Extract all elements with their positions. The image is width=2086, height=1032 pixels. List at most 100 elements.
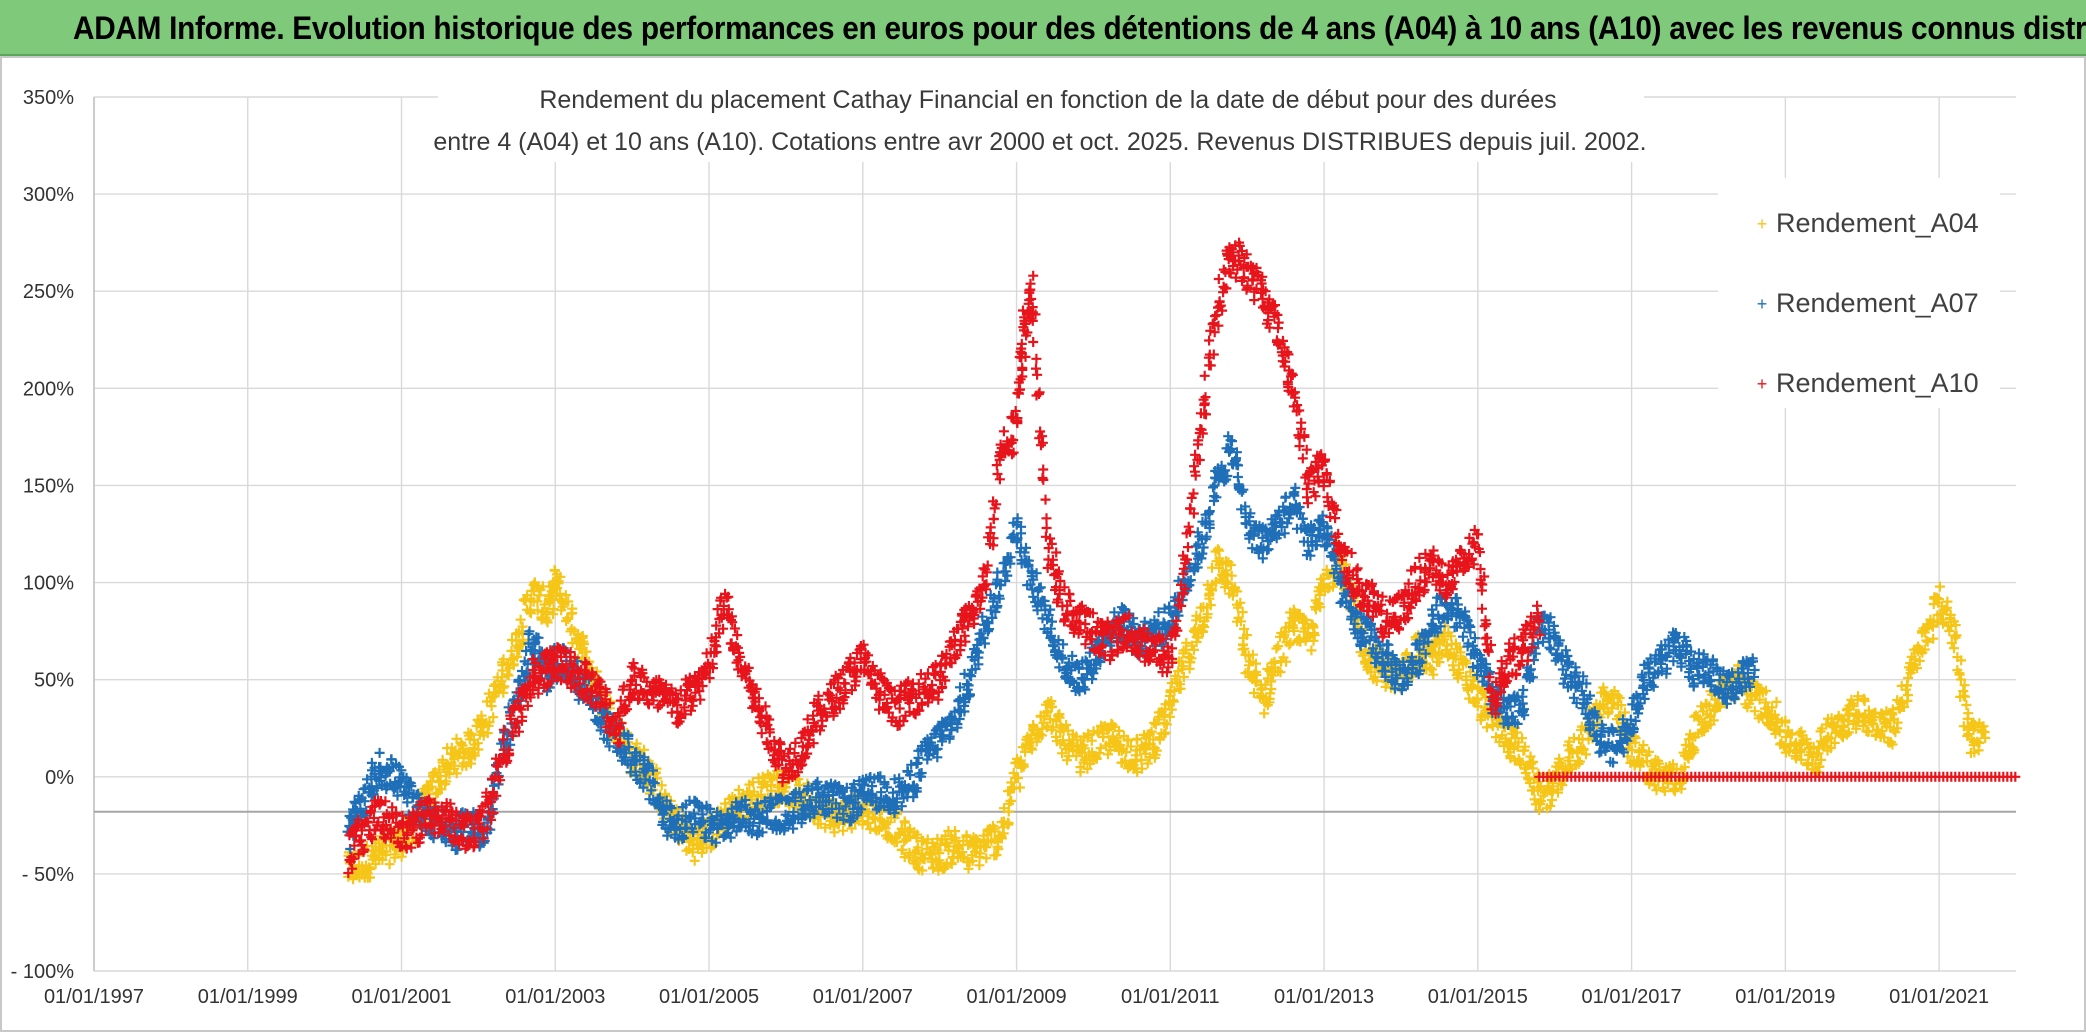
point-a04 xyxy=(631,738,642,749)
point-a04 xyxy=(1053,710,1064,721)
point-a04 xyxy=(1426,664,1437,675)
point-a04 xyxy=(389,849,400,860)
point-a04 xyxy=(1046,702,1057,713)
x-tick-label: 01/01/1997 xyxy=(44,986,144,1008)
point-a04 xyxy=(466,728,477,739)
point-a10 xyxy=(711,641,722,652)
y-tick-label: 0% xyxy=(45,767,74,789)
y-tick-label: 50% xyxy=(34,670,74,692)
point-a04 xyxy=(539,599,550,610)
point-a04 xyxy=(563,613,573,624)
point-a04 xyxy=(993,844,1004,855)
point-a04 xyxy=(829,827,840,838)
point-a04 xyxy=(441,776,452,787)
y-tick-label: 150% xyxy=(23,475,74,497)
point-a04 xyxy=(512,651,523,662)
point-a04 xyxy=(767,773,778,784)
point-a07 xyxy=(944,731,955,742)
point-a07 xyxy=(1518,685,1529,695)
x-tick-label: 01/01/2017 xyxy=(1582,986,1682,1008)
point-a04 xyxy=(772,765,783,776)
point-a04 xyxy=(1102,725,1113,736)
point-a04 xyxy=(1028,721,1039,732)
point-a04 xyxy=(532,596,543,607)
point-a04 xyxy=(1034,729,1045,740)
point-a04 xyxy=(431,789,442,800)
point-a04 xyxy=(563,596,574,607)
point-a07 xyxy=(1087,674,1098,685)
point-a04 xyxy=(862,817,873,828)
y-tick-label: - 100% xyxy=(11,961,75,983)
point-a07 xyxy=(1208,482,1218,493)
point-a04 xyxy=(950,832,961,843)
point-a04 xyxy=(1086,735,1097,746)
point-a04 xyxy=(524,607,535,618)
point-a04 xyxy=(499,681,510,692)
point-a04 xyxy=(508,659,519,670)
point-a04 xyxy=(912,829,923,840)
point-a04 xyxy=(1079,743,1090,754)
point-a04 xyxy=(1054,709,1065,720)
point-a04 xyxy=(975,848,986,859)
point-a04 xyxy=(1212,544,1223,555)
point-a04 xyxy=(375,845,385,856)
point-a04 xyxy=(1112,733,1123,744)
point-a04 xyxy=(1048,722,1058,733)
point-a04 xyxy=(1949,643,1959,654)
point-a04 xyxy=(934,855,945,866)
point-a04 xyxy=(476,710,487,721)
point-a04 xyxy=(1075,767,1086,778)
point-a04 xyxy=(1014,782,1025,793)
point-a07 xyxy=(1451,593,1462,603)
point-a04 xyxy=(917,865,928,876)
point-a04 xyxy=(532,605,543,616)
point-a04 xyxy=(689,855,700,866)
point-a04 xyxy=(365,864,376,875)
point-a04 xyxy=(656,780,667,791)
point-a04 xyxy=(384,859,395,870)
x-tick-label: 01/01/2021 xyxy=(1889,986,1989,1008)
y-tick-label: 350% xyxy=(23,87,74,109)
y-tick-label: 250% xyxy=(23,281,74,303)
point-a04 xyxy=(900,817,910,828)
series-a04-points xyxy=(343,539,1991,885)
point-a04 xyxy=(1960,691,1970,702)
point-a04 xyxy=(534,590,545,601)
point-a04 xyxy=(820,822,831,833)
point-a04 xyxy=(364,862,375,873)
point-a04 xyxy=(944,841,954,852)
point-a07 xyxy=(964,670,975,680)
point-a04 xyxy=(545,595,556,606)
point-a04 xyxy=(1091,753,1102,764)
point-a07 xyxy=(374,747,385,758)
point-a04 xyxy=(436,784,447,795)
point-a04 xyxy=(1094,748,1105,759)
point-a04 xyxy=(1095,743,1106,754)
point-a04 xyxy=(912,842,923,853)
point-a04 xyxy=(916,836,927,846)
point-a04 xyxy=(555,571,566,582)
point-a04 xyxy=(1007,783,1017,794)
point-a04 xyxy=(1120,755,1131,766)
point-a04 xyxy=(560,590,571,601)
point-a04 xyxy=(380,849,391,860)
point-a04 xyxy=(1027,744,1038,755)
x-axis: 01/01/1997 01/01/1999 01/01/2001 01/01/2003… xyxy=(44,986,1989,1008)
point-a04 xyxy=(896,845,907,855)
point-a04 xyxy=(1114,725,1125,736)
point-a04 xyxy=(557,597,568,608)
y-tick-label: 200% xyxy=(23,378,74,400)
point-a04 xyxy=(472,738,483,749)
point-a07 xyxy=(911,758,922,769)
point-a04 xyxy=(1002,817,1013,828)
point-a04 xyxy=(515,614,526,625)
point-a04 xyxy=(881,819,892,830)
point-a04 xyxy=(780,782,791,793)
point-a04 xyxy=(548,604,559,614)
point-a04 xyxy=(988,821,998,831)
point-a04 xyxy=(1061,719,1072,730)
point-a04 xyxy=(1006,796,1017,806)
point-a04 xyxy=(1121,747,1132,758)
point-a07 xyxy=(1544,642,1555,653)
y-tick-label: 100% xyxy=(23,573,74,595)
